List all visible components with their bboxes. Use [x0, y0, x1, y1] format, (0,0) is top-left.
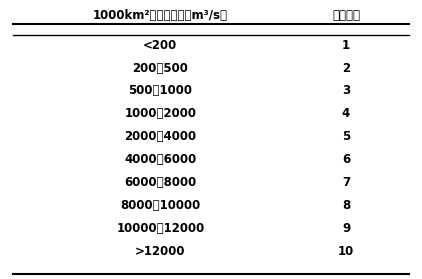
Text: 3: 3 [342, 85, 350, 97]
Text: 1000～2000: 1000～2000 [124, 107, 196, 120]
Text: 500～1000: 500～1000 [128, 85, 192, 97]
Text: 8000～10000: 8000～10000 [120, 199, 200, 212]
Text: 10000～12000: 10000～12000 [116, 222, 205, 235]
Text: 9: 9 [342, 222, 350, 235]
Text: 5: 5 [342, 130, 350, 143]
Text: 4000～6000: 4000～6000 [124, 153, 197, 166]
Text: 8: 8 [342, 199, 350, 212]
Text: 1000km²上洪峰流量（m³/s）: 1000km²上洪峰流量（m³/s） [93, 9, 228, 22]
Text: 1: 1 [342, 39, 350, 52]
Text: 7: 7 [342, 176, 350, 189]
Text: 6: 6 [342, 153, 350, 166]
Text: 4: 4 [342, 107, 350, 120]
Text: 6000～8000: 6000～8000 [124, 176, 197, 189]
Text: 洪水等级: 洪水等级 [332, 9, 360, 22]
Text: 10: 10 [338, 245, 354, 258]
Text: <200: <200 [143, 39, 178, 52]
Text: 2: 2 [342, 62, 350, 74]
Text: 200～500: 200～500 [133, 62, 188, 74]
Text: 2000～4000: 2000～4000 [124, 130, 196, 143]
Text: >12000: >12000 [135, 245, 186, 258]
